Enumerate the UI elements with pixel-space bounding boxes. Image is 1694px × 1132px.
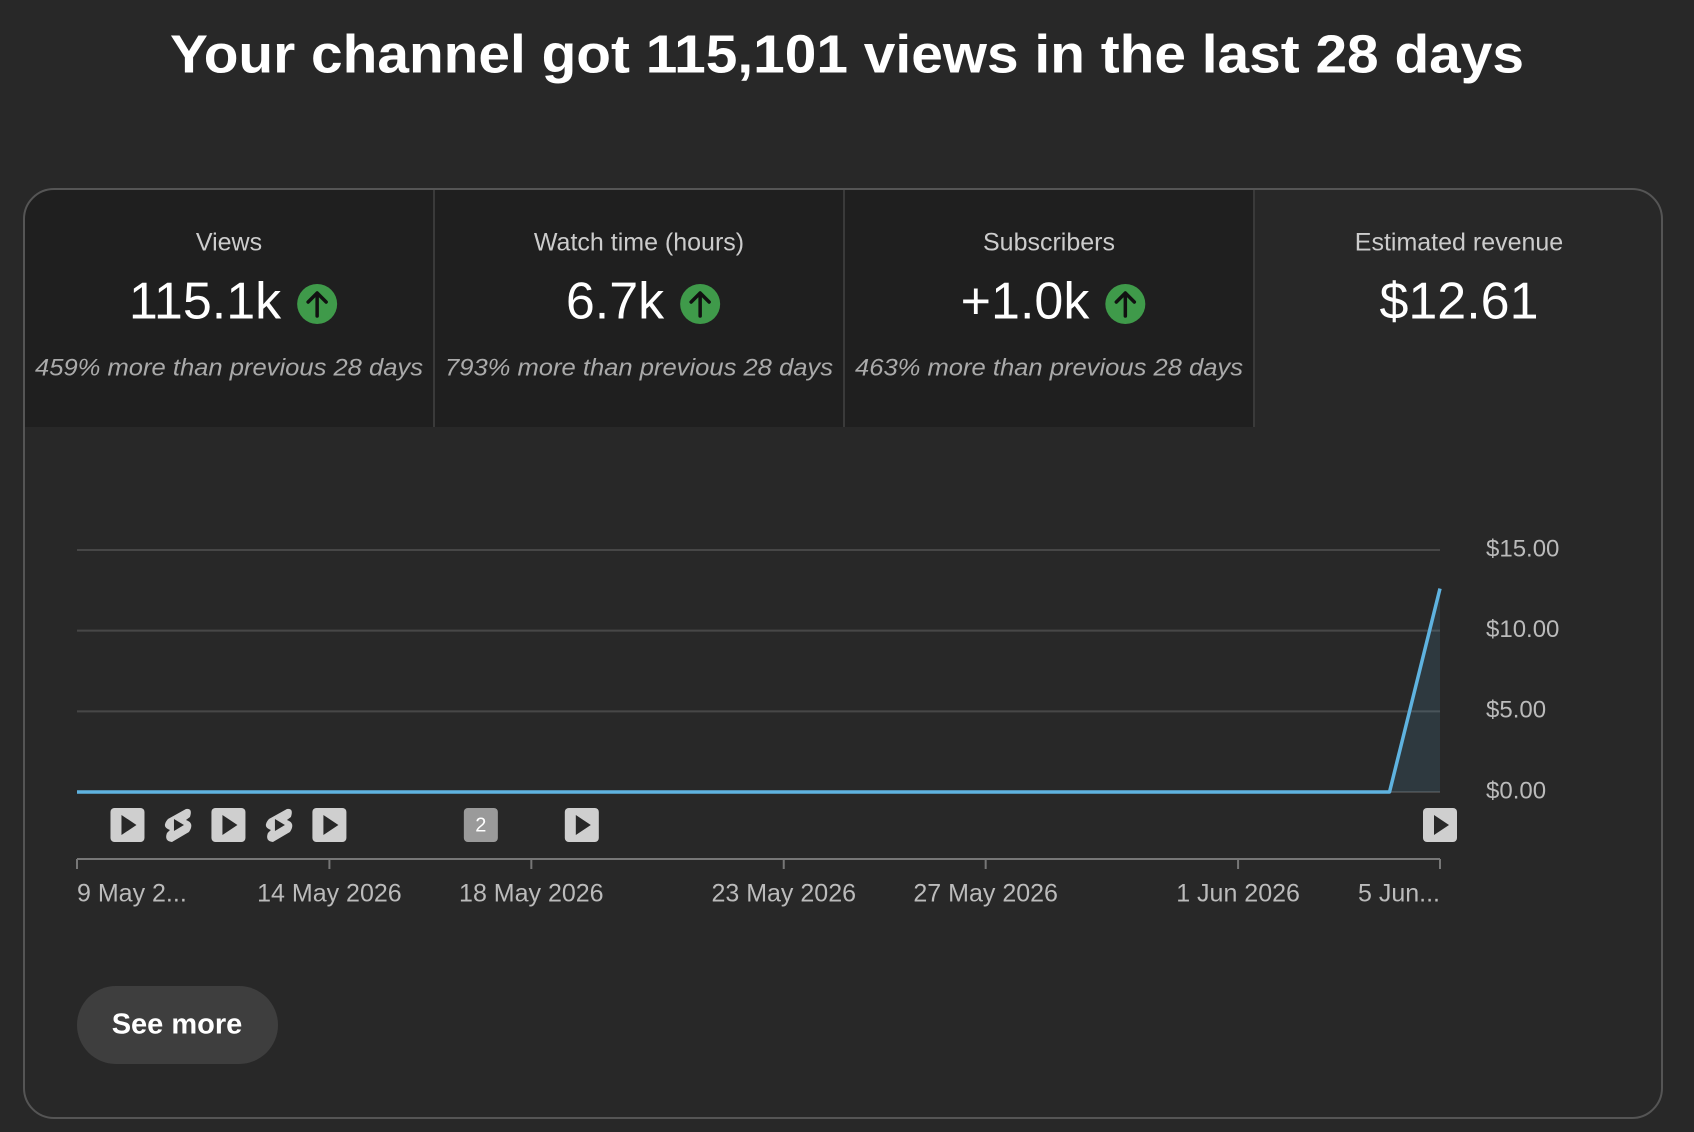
metric-value: $12.61 xyxy=(1379,273,1538,331)
video-icon-play xyxy=(323,815,339,835)
trend-up-arrow xyxy=(1114,291,1137,318)
metric-label: Views xyxy=(196,229,262,257)
y-tick-label: $15.00 xyxy=(1486,535,1559,562)
button-label[interactable]: See more xyxy=(112,1009,243,1041)
metric-value: 115.1k xyxy=(129,273,282,331)
x-tick-label: 23 May 2026 xyxy=(711,880,856,908)
video-icon-play xyxy=(222,815,238,835)
tiles: Views 115.1k 459% more than previous 28 da… xyxy=(24,189,1563,427)
metric-value: +1.0k xyxy=(961,273,1091,331)
metric-value: 6.7k xyxy=(566,273,665,331)
video-icon-play xyxy=(1434,815,1449,835)
multi-video-count: 2 xyxy=(475,814,486,836)
metric-label: Watch time (hours) xyxy=(534,229,744,257)
metric-tile xyxy=(844,189,1254,427)
metric-label: Estimated revenue xyxy=(1355,229,1563,257)
metric-tile xyxy=(24,189,434,427)
x-tick-label: 9 May 2... xyxy=(77,880,187,908)
metric-change: 793% more than previous 28 days xyxy=(445,354,833,381)
metric-change: 463% more than previous 28 days xyxy=(855,354,1243,381)
line xyxy=(77,588,1442,794)
metric-change: 459% more than previous 28 days xyxy=(35,354,423,381)
shorts-icon-play xyxy=(173,819,184,831)
panel-border xyxy=(23,188,1663,1119)
x-tick-label: 14 May 2026 xyxy=(257,880,402,908)
shorts-icon-play xyxy=(274,819,285,831)
metric-tile xyxy=(434,189,844,427)
y-tick-label: $10.00 xyxy=(1486,616,1559,643)
trend-up-arrow xyxy=(689,291,711,318)
multi-video-badge xyxy=(463,808,498,842)
button-background[interactable] xyxy=(77,986,278,1064)
see-more-button[interactable]: See more xyxy=(77,986,278,1064)
summary-panel: Views 115.1k 459% more than previous 28 da… xyxy=(24,189,1563,427)
x-tick-label: 18 May 2026 xyxy=(459,880,604,908)
metric-label: Subscribers xyxy=(983,229,1115,257)
y-tick-label: $5.00 xyxy=(1486,697,1546,724)
x-tick-label: 27 May 2026 xyxy=(913,880,1058,908)
page-title: Your channel got 115,101 views in the la… xyxy=(170,24,1524,84)
x-tick-label: 1 Jun 2026 xyxy=(1176,880,1300,908)
video-icon-play xyxy=(575,815,591,835)
y-tick-label: $0.00 xyxy=(1486,777,1546,804)
revenue-chart: $0.00 $5.00 $10.00 $15.00 9 May 2... 14 May 2… xyxy=(76,535,1559,908)
x-tick-label: 5 Jun... xyxy=(1358,880,1440,908)
video-icon-play xyxy=(121,815,137,835)
trend-up-arrow xyxy=(306,291,328,318)
